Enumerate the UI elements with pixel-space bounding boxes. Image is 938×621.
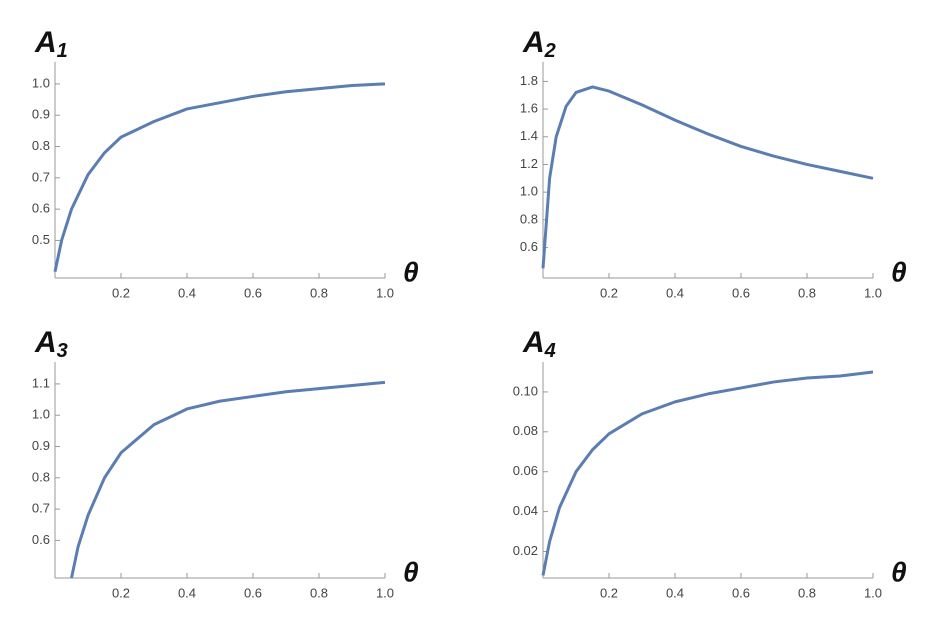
- chart-title: A4: [522, 326, 556, 362]
- subplot: A2 θ 0.2 0.4 0.6 0.8 1.0 0.6 0.8 1.0 1.2 1.4 1.6 1.8: [520, 26, 907, 300]
- x-tick-label: 0.4: [178, 585, 196, 600]
- title-text: A: [34, 26, 57, 59]
- y-tick-label: 1.0: [520, 184, 538, 199]
- subplot: A3 θ 0.2 0.4 0.6 0.8 1.0 0.6 0.7 0.8 0.9 1.0 1.1: [32, 326, 419, 600]
- x-tick-label: 0.4: [666, 285, 684, 300]
- y-tick-label: 1.0: [32, 407, 50, 422]
- x-tick-label: 0.8: [310, 585, 328, 600]
- x-tick-label: 0.4: [178, 285, 196, 300]
- y-tick-label: 0.5: [32, 232, 50, 247]
- y-tick-label: 0.08: [513, 423, 538, 438]
- data-line: [53, 82, 386, 273]
- x-tick-label: 1.0: [376, 285, 394, 300]
- title-text: A: [522, 26, 545, 59]
- x-tick-label: 1.0: [864, 285, 882, 300]
- y-tick-label: 0.8: [32, 138, 50, 153]
- x-tick-label: 0.6: [244, 285, 262, 300]
- y-tick-label: 0.10: [513, 383, 538, 398]
- x-axis-label: θ: [403, 256, 419, 287]
- chart-title: A2: [522, 26, 556, 62]
- data-line: [70, 380, 386, 579]
- y-tick-label: 0.04: [513, 503, 538, 518]
- y-tick-label: 0.6: [32, 532, 50, 547]
- x-tick-label: 0.8: [798, 285, 816, 300]
- y-tick-label: 1.2: [520, 156, 538, 171]
- y-tick-label: 1.4: [520, 128, 538, 143]
- x-tick-label: 0.8: [798, 585, 816, 600]
- title-subscript: 4: [544, 340, 556, 362]
- x-tick-label: 0.8: [310, 285, 328, 300]
- x-tick-label: 0.2: [112, 285, 130, 300]
- y-tick-label: 0.6: [520, 239, 538, 254]
- x-tick-label: 0.6: [244, 585, 262, 600]
- y-tick-label: 1.1: [32, 375, 50, 390]
- title-subscript: 2: [544, 40, 556, 62]
- x-axis-label: θ: [891, 556, 907, 587]
- y-tick-label: 0.9: [32, 438, 50, 453]
- data-line: [541, 85, 874, 269]
- subplot: A4 θ 0.2 0.4 0.6 0.8 1.0 0.02 0.04 0.06 0.08 0.10: [513, 326, 907, 600]
- y-tick-label: 0.9: [32, 107, 50, 122]
- y-tick-label: 0.8: [520, 211, 538, 226]
- x-tick-label: 0.2: [600, 285, 618, 300]
- chart-title: A1: [34, 26, 68, 62]
- x-axis-label: θ: [891, 256, 907, 287]
- x-tick-label: 0.4: [666, 585, 684, 600]
- y-tick-label: 0.06: [513, 463, 538, 478]
- title-subscript: 3: [57, 340, 68, 362]
- chart-title: A3: [34, 326, 68, 362]
- y-tick-label: 0.7: [32, 169, 50, 184]
- x-tick-label: 1.0: [376, 585, 394, 600]
- x-tick-label: 0.6: [732, 285, 750, 300]
- data-line: [541, 370, 874, 576]
- x-tick-label: 0.2: [112, 585, 130, 600]
- x-tick-label: 1.0: [864, 585, 882, 600]
- y-tick-label: 0.7: [32, 501, 50, 516]
- x-tick-label: 0.6: [732, 585, 750, 600]
- x-tick-label: 0.2: [600, 585, 618, 600]
- title-text: A: [522, 326, 545, 359]
- y-tick-label: 1.0: [32, 75, 50, 90]
- x-axis-label: θ: [403, 556, 419, 587]
- y-tick-label: 1.8: [520, 73, 538, 88]
- subplot: A1 θ 0.2 0.4 0.6 0.8 1.0 0.5 0.6 0.7 0.8 0.9 1.0: [32, 26, 419, 300]
- y-tick-label: 0.02: [513, 543, 538, 558]
- title-subscript: 1: [57, 40, 68, 62]
- title-text: A: [34, 326, 57, 359]
- y-tick-label: 1.6: [520, 101, 538, 116]
- y-tick-label: 0.6: [32, 201, 50, 216]
- y-tick-label: 0.8: [32, 469, 50, 484]
